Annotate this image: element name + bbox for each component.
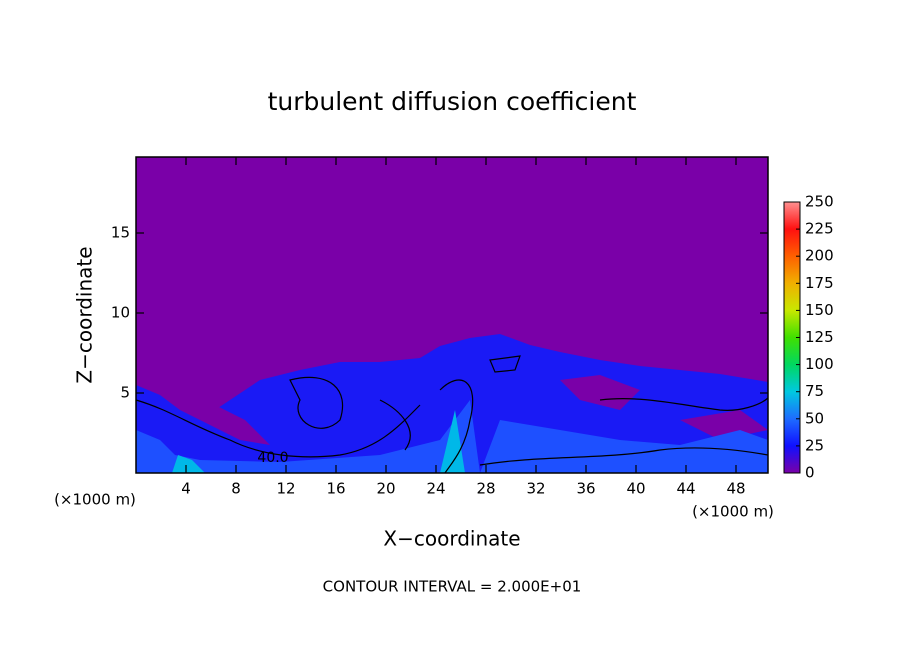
y-axis-label: Z−coordinate — [73, 246, 97, 383]
x-unit-label: (×1000 m) — [692, 503, 774, 521]
contour-lines — [135, 355, 769, 474]
x-tick-label: 20 — [376, 480, 395, 498]
turbulent-layer — [136, 334, 768, 473]
x-tick-label: 32 — [526, 480, 545, 498]
footnote: CONTOUR INTERVAL = 2.000E+01 — [323, 578, 582, 596]
colorbar-tick-label: 200 — [805, 247, 834, 265]
x-tick-label: 28 — [476, 480, 495, 498]
colorbar-tick-label: 0 — [805, 464, 815, 482]
x-tick-label: 40 — [626, 480, 645, 498]
quiet-patch — [200, 375, 768, 445]
y-tick-label: 10 — [111, 304, 130, 322]
colorbar-tick-label: 25 — [805, 436, 824, 454]
x-tick-label: 36 — [576, 480, 595, 498]
colorbar-tick-label: 75 — [805, 382, 824, 400]
x-tick-label: 16 — [326, 480, 345, 498]
colorbar-tick-label: 50 — [805, 409, 824, 427]
y-tick-label: 5 — [120, 384, 130, 402]
colorbar-tick-label: 175 — [805, 274, 834, 292]
colorbar-tick-label: 150 — [805, 301, 834, 319]
field: 40.0 — [135, 157, 769, 474]
plot-frame — [135, 156, 769, 474]
x-unit-label: (×1000 m) — [54, 491, 136, 509]
y-tick-label: 15 — [111, 224, 130, 242]
x-tick-label: 48 — [726, 480, 745, 498]
colorbar-tick-label: 225 — [805, 220, 834, 238]
x-tick-label: 12 — [276, 480, 295, 498]
chart-title: turbulent diffusion coefficient — [268, 87, 637, 116]
contour-label: 40.0 — [257, 450, 288, 466]
x-tick-label: 24 — [426, 480, 445, 498]
x-tick-label: 44 — [676, 480, 695, 498]
x-axis-label: X−coordinate — [383, 527, 520, 551]
x-tick-label: 4 — [181, 480, 191, 498]
colorbar-tick-label: 125 — [805, 328, 834, 346]
colorbar-tick-label: 250 — [805, 193, 834, 211]
x-tick-label: 8 — [231, 480, 241, 498]
colorbar-tick-label: 100 — [805, 355, 834, 373]
